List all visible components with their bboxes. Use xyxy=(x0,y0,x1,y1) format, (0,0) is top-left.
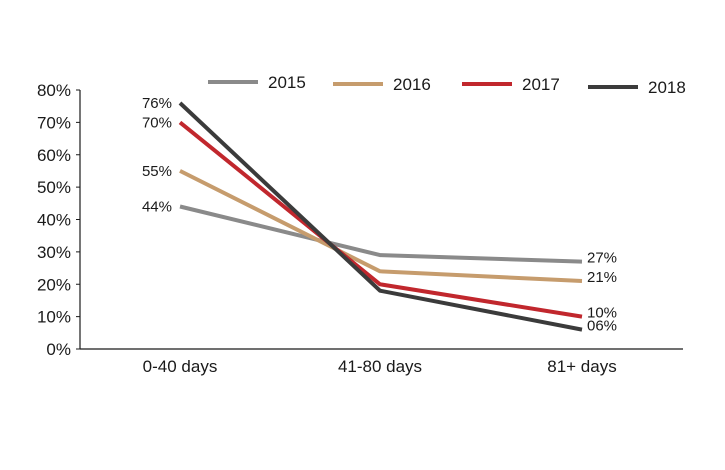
y-tick-label: 50% xyxy=(37,178,71,197)
data-label-2017: 70% xyxy=(142,114,172,131)
data-label-2016: 21% xyxy=(587,269,617,286)
data-label-2018: 76% xyxy=(142,95,172,112)
legend-label-2015: 2015 xyxy=(268,73,306,92)
series-line-2015 xyxy=(179,204,583,264)
y-tick-label: 60% xyxy=(37,146,71,165)
legend: 2015 2016 2017 2018 xyxy=(208,73,686,97)
y-tick-label: 30% xyxy=(37,243,71,262)
series-line-2018 xyxy=(178,101,583,332)
data-label-2018: 06% xyxy=(587,318,617,335)
legend-label-2017: 2017 xyxy=(522,75,560,94)
legend-label-2016: 2016 xyxy=(393,75,431,94)
data-label-2015: 27% xyxy=(587,250,617,267)
series-line-2016 xyxy=(179,169,583,283)
y-tick-label: 0% xyxy=(46,340,71,359)
data-label-2016: 55% xyxy=(142,163,172,180)
series-line-2017 xyxy=(178,120,583,319)
data-label-2015: 44% xyxy=(142,199,172,216)
axes: 0% 10% 20% 30% 40% 50% 60% 70% 80% 0-40 days 41-80… xyxy=(37,81,683,376)
y-tick-label: 20% xyxy=(37,275,71,294)
legend-label-2018: 2018 xyxy=(648,78,686,97)
y-tick-label: 10% xyxy=(37,308,71,327)
x-tick-label: 41-80 days xyxy=(338,357,422,376)
y-tick-label: 80% xyxy=(37,81,71,100)
y-tick-label: 40% xyxy=(37,211,71,230)
x-tick-label: 0-40 days xyxy=(143,357,218,376)
series-lines xyxy=(178,101,583,332)
y-tick-label: 70% xyxy=(37,113,71,132)
x-tick-label: 81+ days xyxy=(547,357,616,376)
data-label-2017: 10% xyxy=(587,305,617,322)
data-labels: 44% 27% 55% 21% 70% 10% 76% 06% xyxy=(142,95,617,335)
